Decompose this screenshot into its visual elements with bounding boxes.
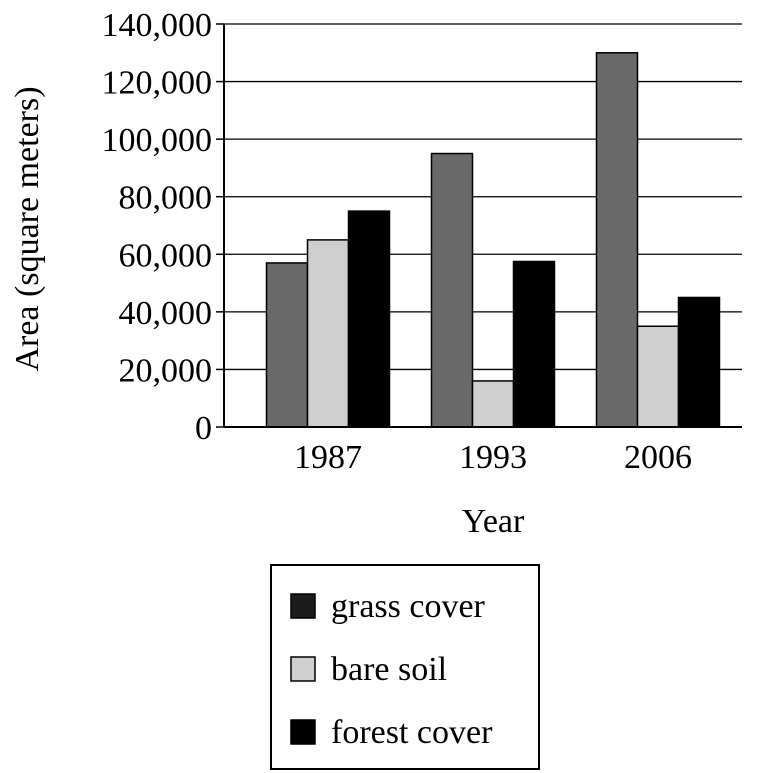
x-tick-labels: 1987 1993 2006 [294,439,692,476]
y-tick-label: 40,000 [119,295,213,332]
bar-grass-cover-1993 [430,152,474,428]
legend-swatch-forest-cover [290,719,316,745]
y-tick-label: 60,000 [119,237,213,274]
y-tick-labels: 0 20,000 40,000 60,000 80,000 100,000 120,000 1… [102,7,213,447]
legend-label-grass-cover: grass cover [331,588,486,625]
x-tick-label: 1987 [294,439,362,476]
legend-swatch-bare-soil [290,656,316,682]
x-tick-label: 1993 [459,439,527,476]
bar-forest-cover-1987 [347,210,391,428]
y-tick-label: 0 [195,410,212,447]
bar-bare-soil-1987 [306,239,350,428]
legend-label-bare-soil: bare soil [331,651,447,688]
bar-grass-cover-1987 [265,262,309,428]
x-tick-label: 2006 [624,439,692,476]
bar-forest-cover-2006 [677,296,721,428]
legend: grass cover bare soil forest cover [270,564,540,770]
y-tick-label: 140,000 [102,7,213,44]
bars [265,52,721,428]
y-axis-title: Area (square meters) [9,86,46,371]
y-tick-label: 20,000 [119,352,213,389]
bar-forest-cover-1993 [512,260,556,428]
legend-swatch-grass-cover [290,593,316,619]
bar-grass-cover-2006 [595,52,639,428]
y-tick-label: 120,000 [102,65,213,102]
y-tick-label: 80,000 [119,180,213,217]
bar-bare-soil-1993 [471,380,515,428]
y-tick-label: 100,000 [102,122,213,159]
x-axis-title: Year [462,503,525,540]
bar-bare-soil-2006 [636,325,680,428]
axes [223,24,742,428]
legend-label-forest-cover: forest cover [331,714,493,751]
